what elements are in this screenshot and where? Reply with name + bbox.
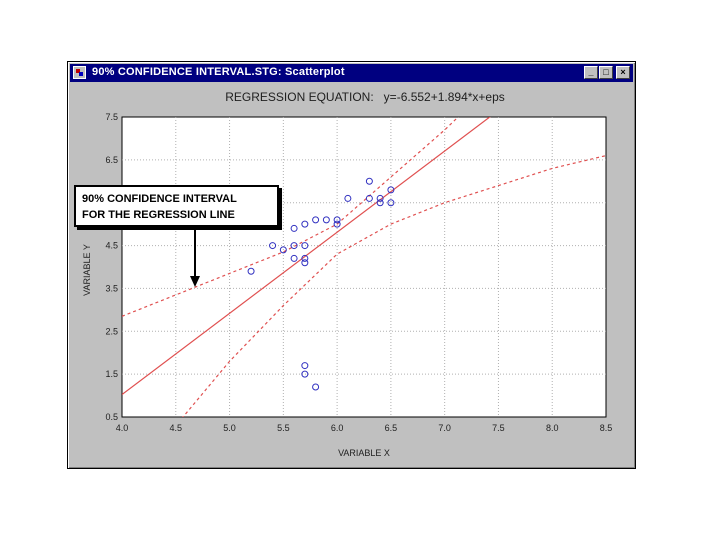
x-tick-label: 7.0 bbox=[438, 423, 451, 433]
data-point bbox=[301, 220, 309, 228]
confidence-upper-line bbox=[122, 117, 460, 317]
x-tick-label: 5.0 bbox=[223, 423, 236, 433]
regression-line bbox=[122, 117, 491, 396]
y-tick-label: 6.5 bbox=[105, 155, 118, 165]
data-point bbox=[365, 194, 373, 202]
y-tick-label: 3.5 bbox=[105, 283, 118, 293]
data-point bbox=[387, 199, 395, 207]
data-point bbox=[269, 242, 277, 250]
x-tick-label: 6.0 bbox=[331, 423, 344, 433]
callout-line-1: 90% CONFIDENCE INTERVAL bbox=[82, 193, 237, 205]
data-point bbox=[301, 362, 309, 370]
app-icon[interactable] bbox=[73, 66, 86, 79]
data-point bbox=[312, 383, 320, 391]
callout-line-2: FOR THE REGRESSION LINE bbox=[82, 209, 235, 221]
data-point bbox=[301, 370, 309, 378]
x-tick-label: 5.5 bbox=[277, 423, 290, 433]
confidence-interval-callout: 90% CONFIDENCE INTERVAL FOR THE REGRESSI… bbox=[74, 185, 279, 227]
data-point bbox=[333, 216, 341, 224]
data-point bbox=[333, 220, 341, 228]
callout-arrow-head bbox=[190, 276, 200, 287]
data-point bbox=[365, 177, 373, 185]
maximize-button[interactable]: □ bbox=[599, 66, 613, 79]
chart-title: REGRESSION EQUATION: y=-6.552+1.894*x+ep… bbox=[225, 90, 505, 104]
title-bar[interactable]: 90% CONFIDENCE INTERVAL.STG: Scatterplot… bbox=[70, 64, 633, 82]
y-tick-label: 1.5 bbox=[105, 369, 118, 379]
y-tick-label: 0.5 bbox=[105, 412, 118, 422]
x-tick-labels: 4.0 4.5 5.0 5.5 6.0 6.5 7.0 7.5 8.0 8.5 bbox=[116, 423, 613, 433]
x-tick-label: 4.5 bbox=[170, 423, 183, 433]
x-tick-label: 8.0 bbox=[546, 423, 559, 433]
data-point bbox=[322, 216, 330, 224]
plot-area bbox=[121, 116, 607, 418]
y-tick-label: 2.5 bbox=[105, 326, 118, 336]
window-title: 90% CONFIDENCE INTERVAL.STG: Scatterplot bbox=[92, 66, 345, 78]
x-tick-label: 8.5 bbox=[600, 423, 613, 433]
x-tick-label: 6.5 bbox=[385, 423, 398, 433]
data-point bbox=[376, 194, 384, 202]
close-button[interactable]: × bbox=[616, 66, 630, 79]
regression-lines bbox=[122, 117, 606, 417]
x-tick-label: 7.5 bbox=[492, 423, 505, 433]
data-point bbox=[290, 254, 298, 262]
data-point bbox=[301, 242, 309, 250]
confidence-lower-line bbox=[182, 155, 606, 417]
data-point bbox=[376, 199, 384, 207]
y-tick-label: 4.5 bbox=[105, 241, 118, 251]
data-point bbox=[301, 254, 309, 262]
data-point bbox=[312, 216, 320, 224]
y-tick-label: 7.5 bbox=[105, 112, 118, 122]
data-point bbox=[387, 186, 395, 194]
minimize-button[interactable]: _ bbox=[584, 66, 598, 79]
data-point bbox=[290, 224, 298, 232]
y-axis-label: VARIABLE Y bbox=[82, 244, 92, 296]
data-point bbox=[344, 194, 352, 202]
data-point bbox=[301, 259, 309, 267]
y-tick-labels: 0.51.52.53.54.55.56.57.5 bbox=[105, 112, 118, 422]
x-tick-label: 4.0 bbox=[116, 423, 129, 433]
data-point bbox=[290, 242, 298, 250]
data-point bbox=[279, 246, 287, 254]
x-axis-label: VARIABLE X bbox=[338, 448, 390, 458]
data-point bbox=[247, 267, 255, 275]
data-points bbox=[247, 177, 395, 391]
grid-lines bbox=[122, 117, 606, 417]
